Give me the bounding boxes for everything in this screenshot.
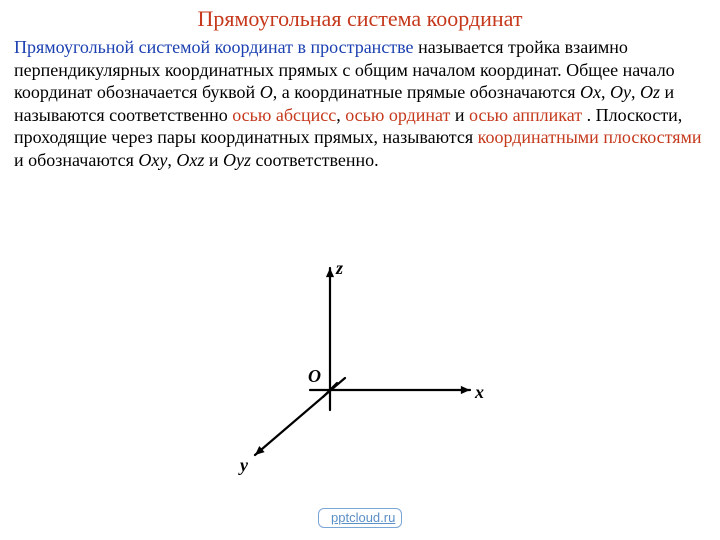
axes-svg bbox=[210, 260, 510, 490]
y-axis-label: y bbox=[240, 455, 248, 476]
coordinate-diagram: O x y z bbox=[210, 260, 510, 490]
title-text: Прямоугольная система координат bbox=[198, 6, 523, 31]
z-axis-label: z bbox=[336, 258, 343, 279]
x-axis-label: x bbox=[475, 382, 484, 403]
body-paragraph: Прямоугольной системой координат в прост… bbox=[0, 36, 720, 171]
slide-title: Прямоугольная система координат bbox=[0, 0, 720, 36]
origin-label: O bbox=[308, 366, 321, 387]
source-link[interactable]: pptcloud.ru bbox=[318, 508, 402, 528]
